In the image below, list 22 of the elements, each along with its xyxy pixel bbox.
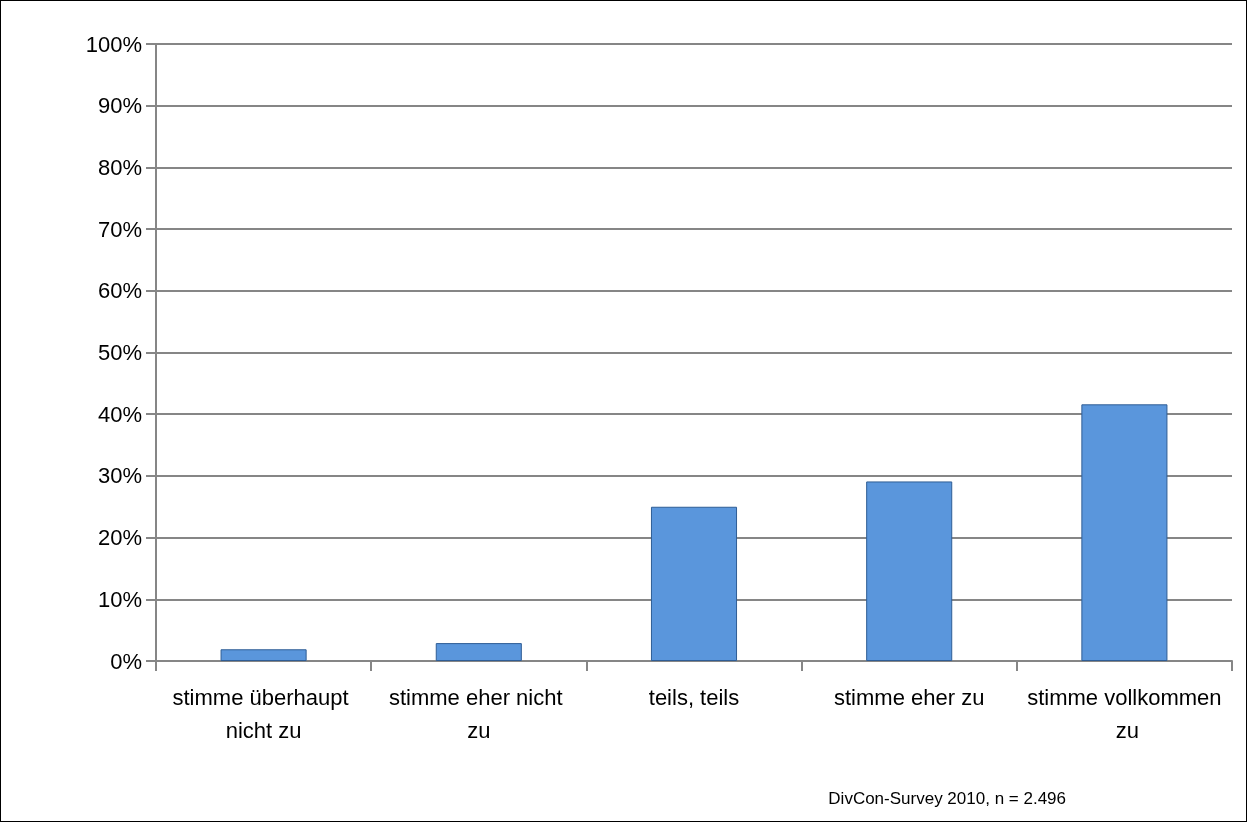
x-tick-label: stimme eher zu — [834, 685, 985, 710]
y-tick-label: 60% — [97, 278, 142, 304]
bar — [220, 649, 307, 661]
y-tick-label: 70% — [97, 216, 142, 242]
x-tick-label: stimme vollkommen zu — [1027, 685, 1222, 743]
y-tick-label: 10% — [97, 586, 142, 612]
text: DivCon-Survey 2010, n = 2.496 — [828, 789, 1066, 808]
bar — [435, 643, 522, 661]
y-tick-label: 50% — [97, 340, 142, 365]
bar — [650, 506, 738, 661]
y-tick-label: 30% — [97, 463, 142, 489]
y-tick-label: 40% — [97, 401, 142, 427]
x-tick-label: stimme überhaupt nicht zu — [172, 685, 355, 743]
x-tick-label: stimme eher nicht zu — [388, 685, 569, 743]
bar — [1081, 404, 1168, 661]
y-tick-label: 90% — [97, 93, 142, 119]
x-tick-label: teils, teils — [648, 685, 740, 710]
y-tick-label: 0% — [110, 648, 142, 674]
y-tick-label: 80% — [97, 154, 142, 180]
bar — [866, 481, 953, 661]
y-tick-label: 100% — [85, 31, 142, 57]
y-tick-label: 20% — [97, 525, 142, 551]
